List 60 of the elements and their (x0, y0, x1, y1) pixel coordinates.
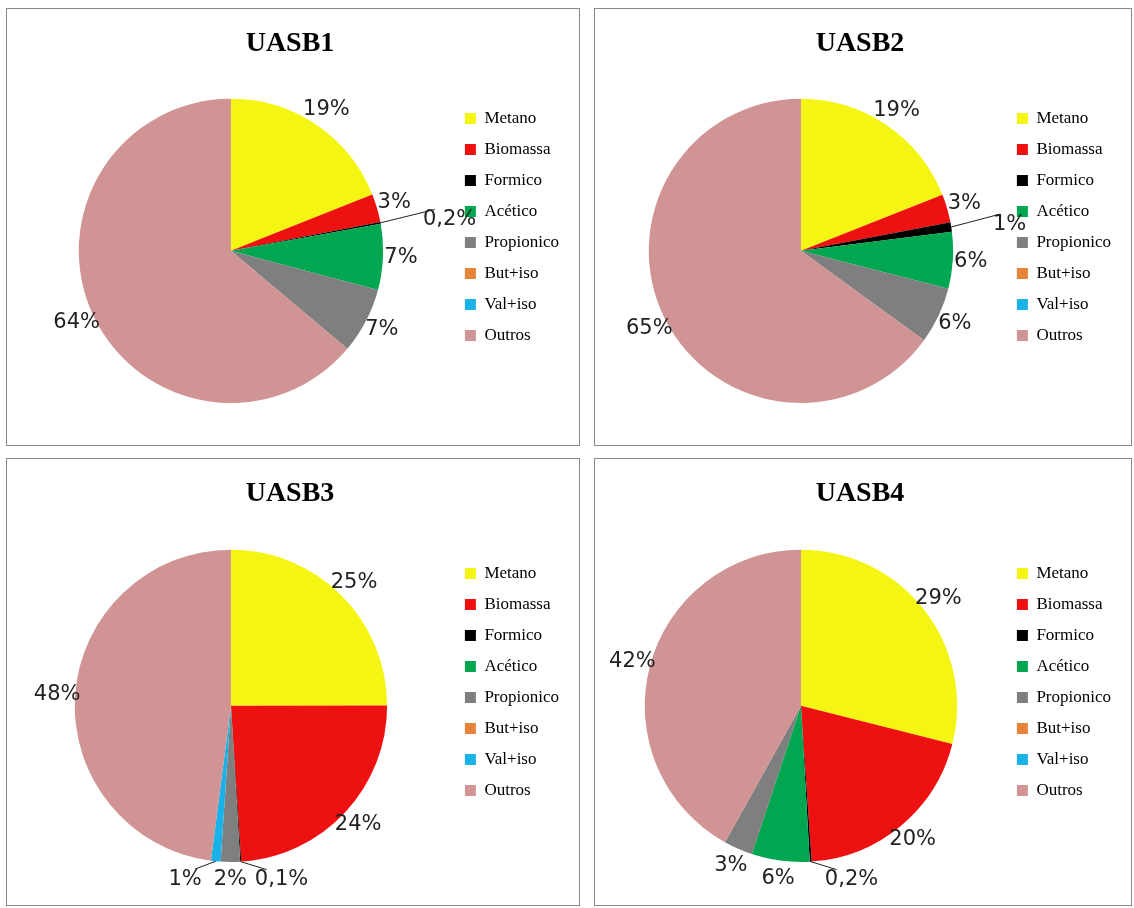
data-label: 6% (761, 864, 795, 889)
legend-label: Propionico (484, 231, 559, 251)
chart-title: UASB4 (815, 476, 905, 508)
legend-label: Formico (1036, 624, 1094, 644)
data-label: 3% (714, 851, 748, 876)
data-label: 7% (365, 315, 399, 340)
legend-label: Metano (484, 107, 537, 127)
data-label: 19% (303, 96, 350, 121)
data-label: 19% (873, 96, 920, 121)
chart-title: UASB1 (245, 26, 335, 58)
legend-label: Biomassa (1036, 593, 1103, 613)
legend-label: Acético (1036, 200, 1090, 220)
legend-label: Val+iso (484, 748, 537, 768)
legend-label: Formico (1036, 169, 1094, 189)
data-label: 1% (168, 865, 202, 890)
data-label: 48% (33, 681, 81, 706)
legend-label: But+iso (1036, 717, 1091, 737)
data-label: 3% (947, 189, 982, 214)
legend-label: But+iso (1036, 262, 1091, 282)
data-label: 0,1% (254, 866, 309, 891)
data-label: 6% (954, 247, 988, 272)
legend-label: Propionico (1036, 231, 1111, 251)
chart-title: UASB3 (245, 476, 335, 508)
data-label: 29% (915, 585, 962, 610)
legend-label: Outros (484, 324, 531, 344)
data-label: 0,2% (422, 205, 477, 230)
legend-label: Val+iso (484, 293, 537, 313)
legend-label: Propionico (484, 686, 559, 706)
data-label: 24% (334, 811, 382, 836)
data-label: 0,2% (824, 866, 879, 891)
legend-label: Acético (484, 655, 538, 675)
legend-label: Metano (1036, 562, 1089, 582)
data-label: 2% (213, 866, 248, 891)
legend-label: Acético (484, 200, 538, 220)
legend-label: But+iso (484, 262, 539, 282)
data-label: 25% (330, 569, 378, 594)
data-label: 42% (609, 648, 656, 673)
legend-label: Propionico (1036, 686, 1111, 706)
data-label: 64% (53, 309, 101, 334)
legend-label: Biomassa (1036, 138, 1103, 158)
legend-label: Acético (1036, 655, 1090, 675)
data-label: 65% (625, 314, 673, 339)
data-label: 20% (889, 825, 936, 850)
legend-label: Biomassa (484, 138, 551, 158)
legend-label: But+iso (484, 717, 539, 737)
data-label: 6% (938, 309, 972, 334)
data-label: 1% (993, 210, 1027, 235)
legend-label: Val+iso (1036, 293, 1089, 313)
data-label: 3% (377, 189, 411, 214)
legend-label: Metano (1036, 107, 1089, 127)
legend-label: Outros (1036, 779, 1083, 799)
legend-label: Biomassa (484, 593, 551, 613)
chart-title: UASB2 (815, 26, 905, 58)
legend-label: Outros (484, 779, 531, 799)
data-label: 7% (384, 244, 418, 269)
legend-label: Val+iso (1036, 748, 1089, 768)
legend-label: Metano (484, 562, 537, 582)
legend-label: Formico (484, 169, 542, 189)
legend-label: Formico (484, 624, 542, 644)
legend-label: Outros (1036, 324, 1083, 344)
